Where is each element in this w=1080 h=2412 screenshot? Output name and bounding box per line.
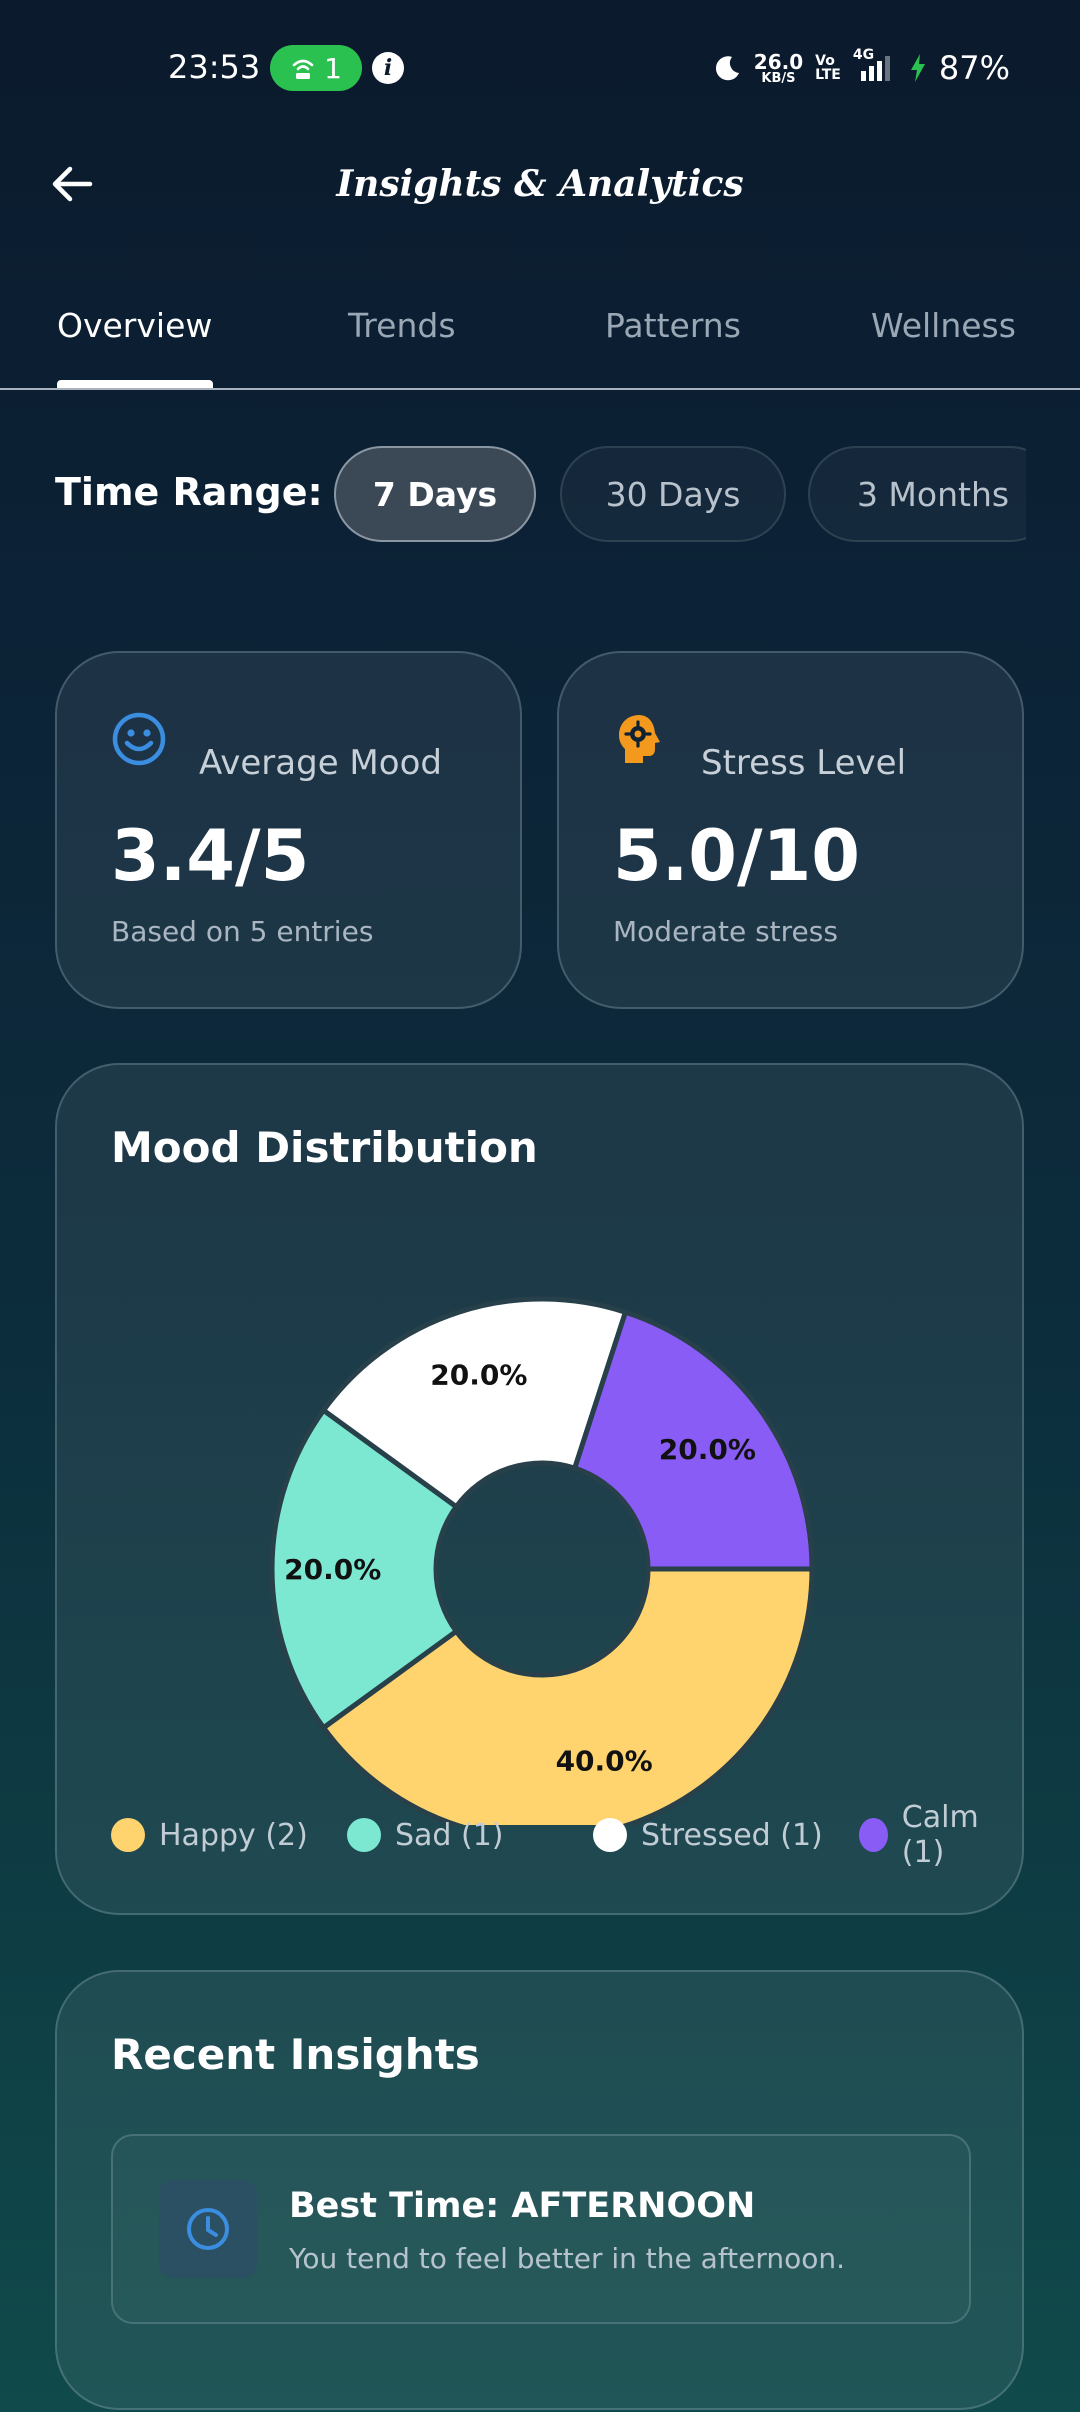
stress-level-title: Stress Level [701,743,907,783]
legend-dot-stressed [593,1818,627,1852]
pie-slice-stressed[interactable] [320,1296,629,1511]
average-mood-value: 3.4/5 [111,815,310,897]
signal-icon: 4G [853,47,897,85]
tab-divider [0,388,1080,390]
clock-icon [187,2208,229,2250]
mood-distribution-card: Mood Distribution 40.0% 20.0% 20.0% 20.0% H… [55,1063,1024,1915]
arrow-left-icon [52,166,93,202]
average-mood-card[interactable]: Average Mood 3.4/5 Based on 5 entries [55,651,522,1009]
pie-label-sad: 20.0% [284,1553,381,1586]
volte-indicator: Vo LTE [815,53,841,83]
pie-label-happy: 40.0% [556,1744,653,1777]
time-range-scroll-clip: 3 Months [808,440,1026,550]
tab-bar: Overview Trends Patterns Wellness [0,296,1080,392]
network-speed: 26.0 KB/S [753,49,804,86]
time-range-label: Time Range: [55,470,323,514]
legend-dot-calm [859,1818,888,1852]
time-range-7-days[interactable]: 7 Days [334,446,536,542]
insight-item[interactable]: Best Time: AFTERNOON You tend to feel be… [111,2134,971,2324]
hotspot-count: 1 [324,51,342,85]
pie-slice-calm[interactable] [571,1309,815,1572]
hotspot-icon [292,59,314,79]
info-icon: i [372,52,404,84]
legend-label-stressed: Stressed (1) [641,1817,823,1853]
status-bar: 23:53 1 i 26.0 KB/S Vo LTE 4G [0,0,1080,140]
back-button[interactable] [48,160,108,208]
charging-icon [910,54,925,82]
pie-label-calm: 20.0% [659,1433,756,1466]
tab-trends[interactable]: Trends [348,306,456,345]
insight-icon-badge [159,2180,257,2278]
tab-patterns[interactable]: Patterns [605,306,741,345]
status-time: 23:53 [168,48,261,86]
stress-level-subtitle: Moderate stress [613,915,838,948]
legend-item-stressed: Stressed (1) [593,1813,823,1857]
pie-slice-happy[interactable] [320,1566,815,1825]
mood-pie-chart: 40.0% 20.0% 20.0% 20.0% [269,1296,815,1825]
mood-distribution-title: Mood Distribution [111,1123,538,1172]
legend-dot-sad [347,1818,381,1852]
pie-slice-sad[interactable] [269,1406,460,1732]
legend-item-sad: Sad (1) [347,1813,504,1857]
average-mood-title: Average Mood [199,743,442,783]
stress-level-value: 5.0/10 [613,815,860,897]
average-mood-subtitle: Based on 5 entries [111,915,374,948]
insight-title: Best Time: AFTERNOON [289,2186,756,2226]
legend-item-happy: Happy (2) [111,1813,308,1857]
page-title: Insights & Analytics [336,163,744,205]
mood-legend: Happy (2) Sad (1) Stressed (1) Calm (1) [111,1800,1011,1870]
legend-label-calm: Calm (1) [901,1800,979,1870]
status-right-group: 26.0 KB/S Vo LTE 4G 87% [712,46,1010,90]
tab-overview[interactable]: Overview [57,306,213,345]
legend-label-sad: Sad (1) [395,1817,504,1853]
legend-label-happy: Happy (2) [159,1817,308,1853]
pie-label-stressed: 20.0% [430,1359,527,1392]
recent-insights-card: Recent Insights Best Time: AFTERNOON You… [55,1970,1024,2410]
time-range-30-days[interactable]: 30 Days [560,446,786,542]
insight-text: You tend to feel better in the afternoon… [289,2242,846,2275]
time-range-3-months[interactable]: 3 Months [808,446,1026,542]
hotspot-pill: 1 [270,45,362,91]
moon-icon [715,56,739,81]
active-tab-indicator [57,380,213,388]
recent-insights-title: Recent Insights [111,2030,480,2079]
head-gear-icon [619,715,660,763]
battery-level: 87% [938,49,1010,87]
legend-item-calm: Calm (1) [859,1800,1011,1870]
smiley-icon [112,712,166,766]
tab-wellness[interactable]: Wellness [871,306,1016,345]
stress-level-card[interactable]: Stress Level 5.0/10 Moderate stress [557,651,1024,1009]
legend-dot-happy [111,1818,145,1852]
